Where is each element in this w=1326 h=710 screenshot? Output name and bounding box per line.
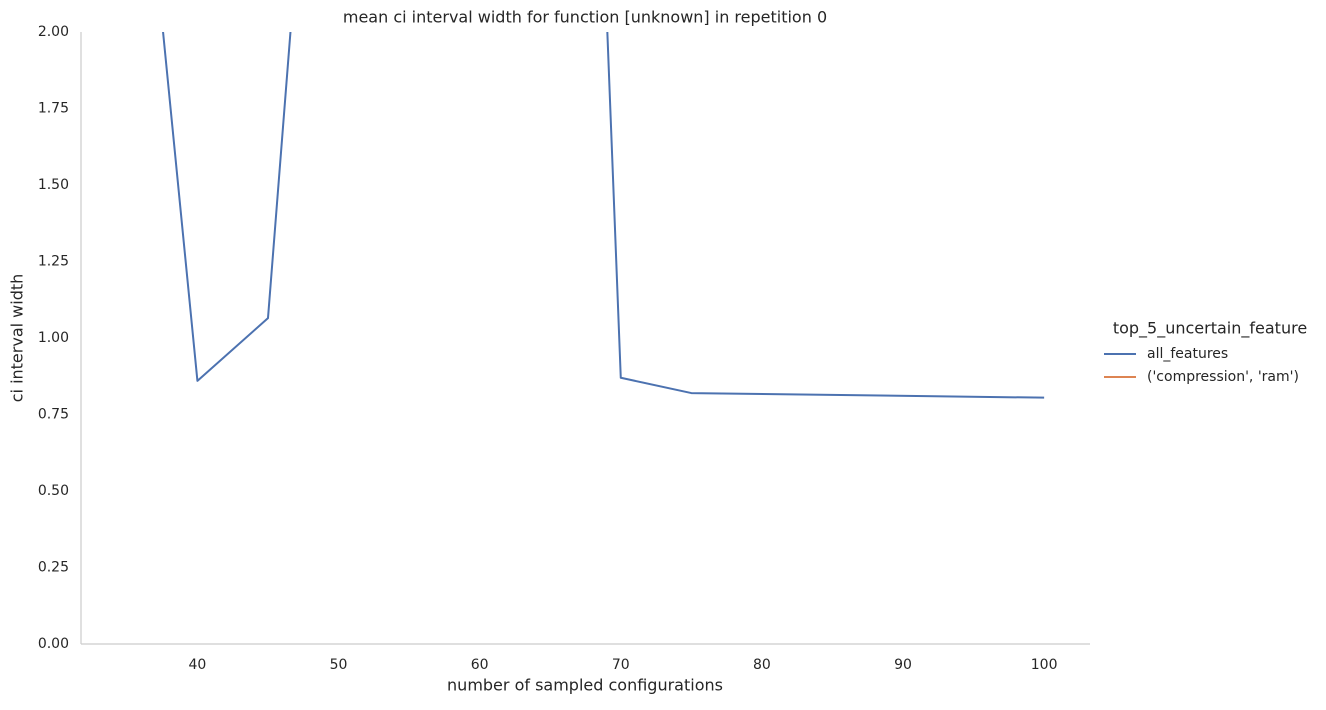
x-tick-label: 60 — [471, 657, 489, 673]
y-tick-label: 2.00 — [38, 24, 69, 40]
y-tick-label: 1.75 — [38, 101, 69, 117]
y-tick-label: 0.50 — [38, 483, 69, 499]
x-tick-label: 70 — [612, 657, 630, 673]
y-tick-label: 1.00 — [38, 330, 69, 346]
y-tick-label: 1.50 — [38, 177, 69, 193]
y-tick-label: 0.00 — [38, 636, 69, 652]
chart-title: mean ci interval width for function [unk… — [343, 8, 827, 27]
series-line — [162, 32, 1045, 399]
x-axis-label: number of sampled configurations — [447, 676, 723, 695]
y-tick-label: 1.25 — [38, 254, 69, 270]
x-tick-label: 50 — [330, 657, 348, 673]
x-tick-label: 100 — [1031, 657, 1058, 673]
y-tick-label: 0.75 — [38, 407, 69, 423]
legend-title: top_5_uncertain_feature — [1113, 319, 1307, 339]
legend-label: ('compression', 'ram') — [1147, 369, 1299, 385]
x-tick-label: 80 — [753, 657, 771, 673]
plot-area — [162, 32, 1045, 399]
y-axis-label: ci interval width — [8, 274, 27, 403]
x-tick-label: 90 — [894, 657, 912, 673]
x-tick-label: 40 — [189, 657, 207, 673]
y-tick-label: 0.25 — [38, 560, 69, 576]
legend-label: all_features — [1147, 346, 1228, 362]
